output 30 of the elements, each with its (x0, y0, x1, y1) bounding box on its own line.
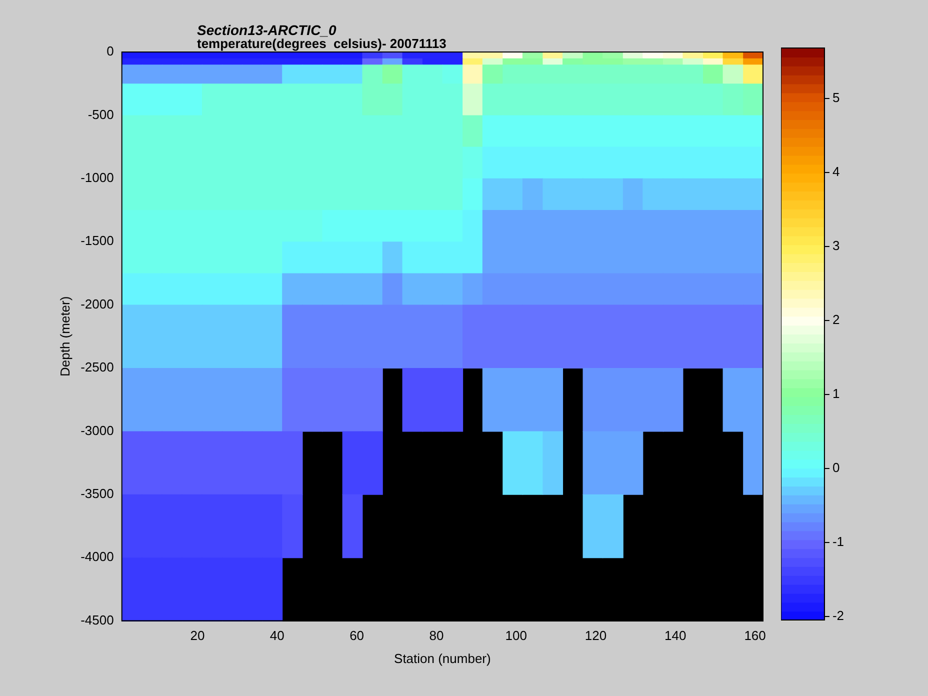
color-bar-label: 5 (832, 90, 840, 105)
y-tick-label: -1500 (80, 233, 114, 248)
x-tick-label: 160 (744, 628, 766, 644)
chart-title: Section13-ARCTIC_0 (197, 22, 336, 38)
x-tick-label: 120 (584, 628, 607, 644)
x-tick-label: 100 (505, 628, 527, 644)
y-tick-label: -2500 (80, 360, 114, 375)
color-bar-label: 2 (832, 312, 840, 327)
chart-subtitle: temperature(degrees celsius)- 20071113 (197, 36, 446, 51)
y-tick-label: 0 (106, 44, 114, 59)
y-tick-label: -1000 (80, 170, 114, 185)
x-tick-label: 60 (350, 628, 364, 644)
x-tick-label: 40 (270, 628, 284, 644)
y-tick-label: -4500 (80, 612, 114, 628)
y-tick-label: -500 (88, 106, 114, 122)
color-bar-label: 4 (832, 164, 840, 179)
color-bar-label: 3 (832, 238, 840, 253)
y-tick-label: -3500 (80, 486, 114, 501)
x-tick-label: 80 (429, 628, 444, 644)
y-tick-label: -3000 (80, 422, 114, 438)
y-axis-title: Depth (meter) (57, 296, 72, 376)
x-tick-label: 20 (190, 628, 205, 644)
color-bar-label: 1 (832, 386, 840, 401)
color-bar-label: 0 (832, 460, 840, 475)
y-tick-label: -2000 (80, 296, 114, 312)
color-bar-label: -2 (832, 608, 844, 623)
y-tick-label: -4000 (80, 549, 114, 564)
x-axis-title: Station (number) (394, 650, 491, 666)
x-tick-label: 140 (664, 628, 686, 644)
color-bar-label: -1 (832, 534, 844, 549)
